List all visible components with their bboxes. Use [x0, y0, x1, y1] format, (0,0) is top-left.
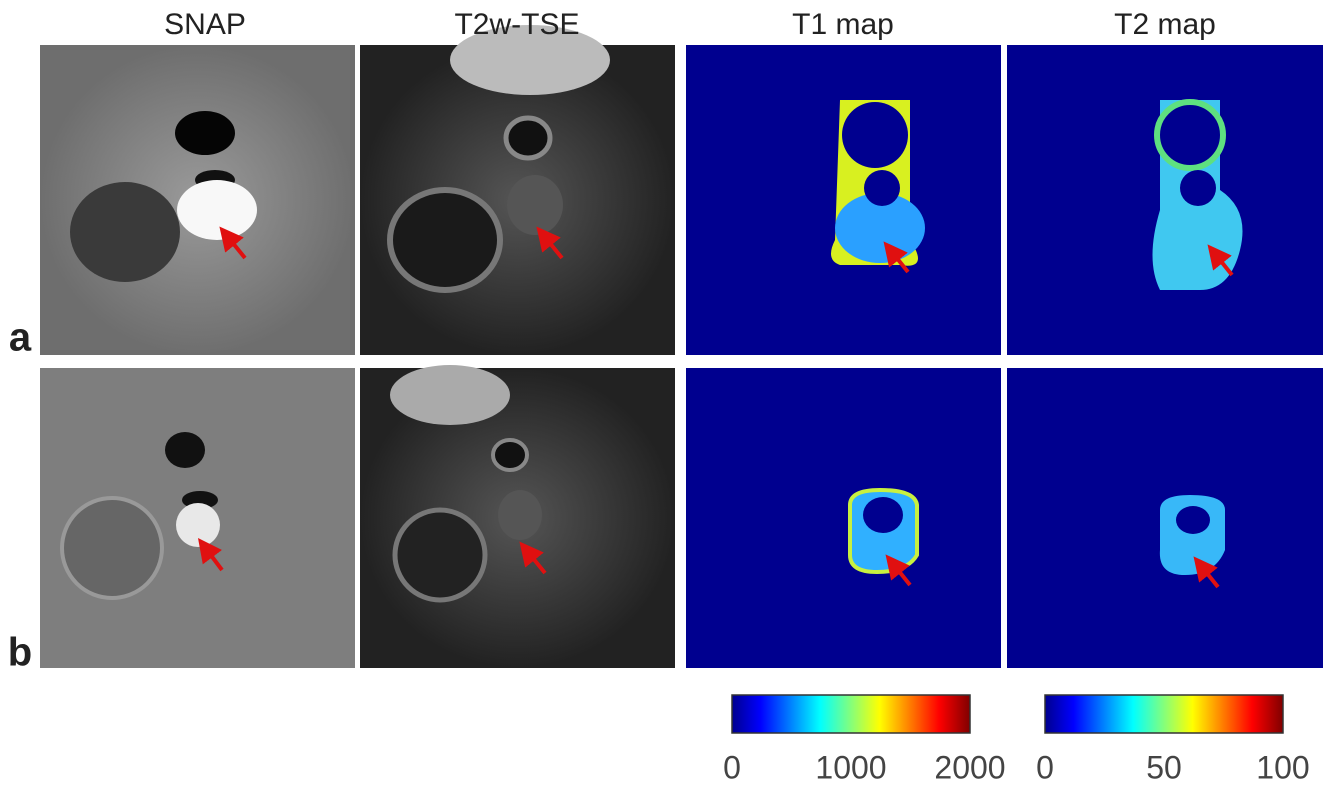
column-title: T2 map [1114, 8, 1216, 41]
colorbar-ticks: 0 1000 2000 0 50 100 [723, 749, 1310, 785]
column-title: T1 map [792, 8, 894, 41]
row-label: b [8, 631, 32, 675]
panel-t2-a [1007, 45, 1323, 355]
colorbar-tick-label: 1000 [815, 749, 886, 785]
panel-snap-b [40, 368, 355, 668]
panel-t2w-b [360, 365, 675, 668]
colorbar-tick-label: 50 [1146, 749, 1182, 785]
panel-t1-b [686, 368, 1001, 668]
panel-t2-b [1007, 368, 1323, 668]
colorbar-tick-label: 0 [1036, 749, 1054, 785]
column-title: SNAP [164, 8, 246, 41]
panel-t1-a [686, 45, 1001, 355]
panel-snap-a [40, 45, 355, 355]
column-title: T2w-TSE [454, 8, 579, 41]
colorbar-t2 [1045, 695, 1283, 733]
colorbar-tick-label: 2000 [934, 749, 1005, 785]
colorbar-tick-label: 0 [723, 749, 741, 785]
row-label: a [9, 316, 32, 360]
figure: SNAP T2w-TSE T1 map T2 map a b 010002000… [0, 0, 1335, 787]
colorbar-t1 [732, 695, 970, 733]
panel-t2w-a [360, 25, 675, 355]
colorbar-tick-label: 100 [1256, 749, 1309, 785]
